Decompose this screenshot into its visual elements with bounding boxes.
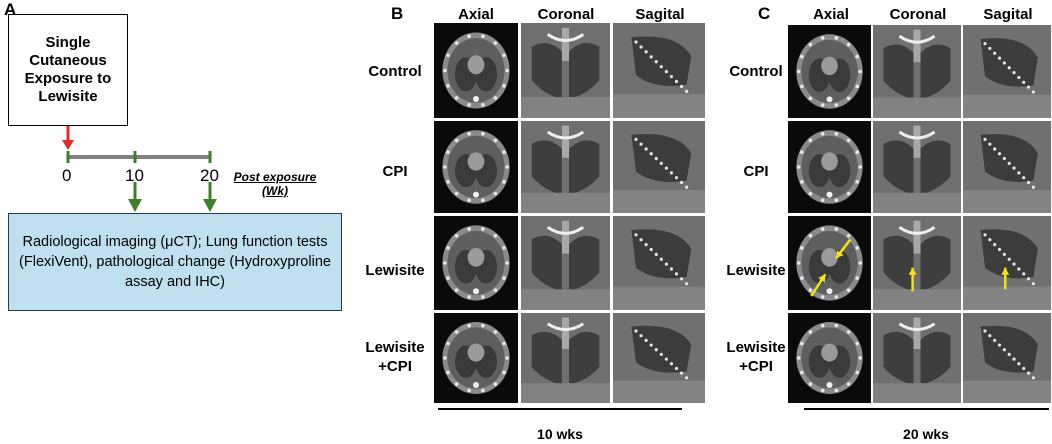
post-exposure-label: Post exposure (Wk) xyxy=(229,170,321,198)
panel-b-row-lewisite-cpi: Lewisite +CPI xyxy=(365,339,425,375)
post-exposure-line-2: (Wk) xyxy=(262,184,288,198)
panel-c-scale-bar xyxy=(804,408,1049,410)
panel-b-cpi-sagital-image xyxy=(613,121,705,213)
panel-c-control-sagital-image xyxy=(963,25,1051,118)
panel-c-control-axial-image xyxy=(788,25,871,118)
annotation-arrow-icon xyxy=(835,238,852,260)
panel-b-col-sagital: Sagital xyxy=(635,6,685,23)
panel-c-cpi-coronal-image xyxy=(873,121,961,213)
panel-c-row-lewisite-cpi: Lewisite +CPI xyxy=(726,339,786,375)
panel-b-letter: B xyxy=(391,4,404,23)
panel-b-scale-bar xyxy=(438,408,682,410)
panel-b-cpi-axial-image xyxy=(434,121,518,213)
panel-b-lewisite-cpi-coronal-image xyxy=(521,313,610,403)
panel-b-lewisite-cpi-axial-image xyxy=(434,313,518,403)
annotation-arrow-icon xyxy=(810,273,827,297)
panel-c-lewisite-sagital-image xyxy=(963,216,1051,310)
panel-b-col-coronal: Coronal xyxy=(537,6,595,23)
annotation-arrow-icon xyxy=(1001,267,1010,290)
panel-b-control-coronal-image xyxy=(521,23,610,118)
timeline-line xyxy=(66,151,212,163)
panel-c-col-sagital: Sagital xyxy=(983,6,1033,23)
panel-b-row-cpi: CPI xyxy=(382,163,408,180)
panel-c-lewisite-axial-image xyxy=(788,216,871,310)
exposure-line-3: Exposure to xyxy=(24,70,112,87)
exposure-line-4: Lewisite xyxy=(38,88,98,105)
panel-b-lewisite-coronal-image xyxy=(521,216,610,310)
panel-b-row-control: Control xyxy=(368,63,422,80)
panel-c-row-control: Control xyxy=(729,63,783,80)
timeline-diagram xyxy=(62,126,217,212)
panel-b-control-axial-image xyxy=(434,23,518,118)
outcomes-box: Radiological imaging (μCT); Lung functio… xyxy=(8,213,342,311)
panel-b-scale-label: 10 wks xyxy=(537,426,583,442)
panel-c-col-coronal: Coronal xyxy=(889,6,947,23)
exposure-line-1: Single xyxy=(45,34,91,51)
panel-c-row-cpi: CPI xyxy=(743,163,769,180)
panel-b-row-lewisite: Lewisite xyxy=(365,262,425,279)
assessment-arrow-10-icon xyxy=(128,182,142,212)
exposure-line-2: Cutaneous xyxy=(29,52,107,69)
panel-b-lewisite-sagital-image xyxy=(613,216,705,310)
tick-10: 10 xyxy=(125,166,144,185)
panel-b-lewisite-axial-image xyxy=(434,216,518,310)
panel-b-cpi-coronal-image xyxy=(521,121,610,213)
assessment-arrow-20-icon xyxy=(203,182,217,212)
panel-c-cpi-sagital-image xyxy=(963,121,1051,213)
tick-20: 20 xyxy=(200,166,219,185)
panel-c-scale-label: 20 wks xyxy=(903,426,949,442)
panel-c-lewisite-coronal-image xyxy=(873,216,961,310)
panel-c-lewisite-cpi-sagital-image xyxy=(963,313,1051,403)
exposure-arrow-icon xyxy=(62,126,74,150)
panel-b-col-axial: Axial xyxy=(458,6,494,23)
panel-c-control-coronal-image xyxy=(873,25,961,118)
panel-c-lewisite-cpi-coronal-image xyxy=(873,313,961,403)
panel-b-lewisite-cpi-sagital-image xyxy=(613,313,705,403)
panel-c-cpi-axial-image xyxy=(788,121,871,213)
exposure-box: Single Cutaneous Exposure to Lewisite xyxy=(8,14,128,126)
panel-c-row-lewisite: Lewisite xyxy=(726,262,786,279)
panel-b-control-sagital-image xyxy=(613,23,705,118)
panel-c-letter: C xyxy=(758,4,771,23)
post-exposure-line-1: Post exposure xyxy=(233,170,317,184)
panel-c-col-axial: Axial xyxy=(813,6,849,23)
panel-c-lewisite-cpi-axial-image xyxy=(788,313,871,403)
annotation-arrow-icon xyxy=(908,267,917,292)
tick-0: 0 xyxy=(62,166,72,185)
